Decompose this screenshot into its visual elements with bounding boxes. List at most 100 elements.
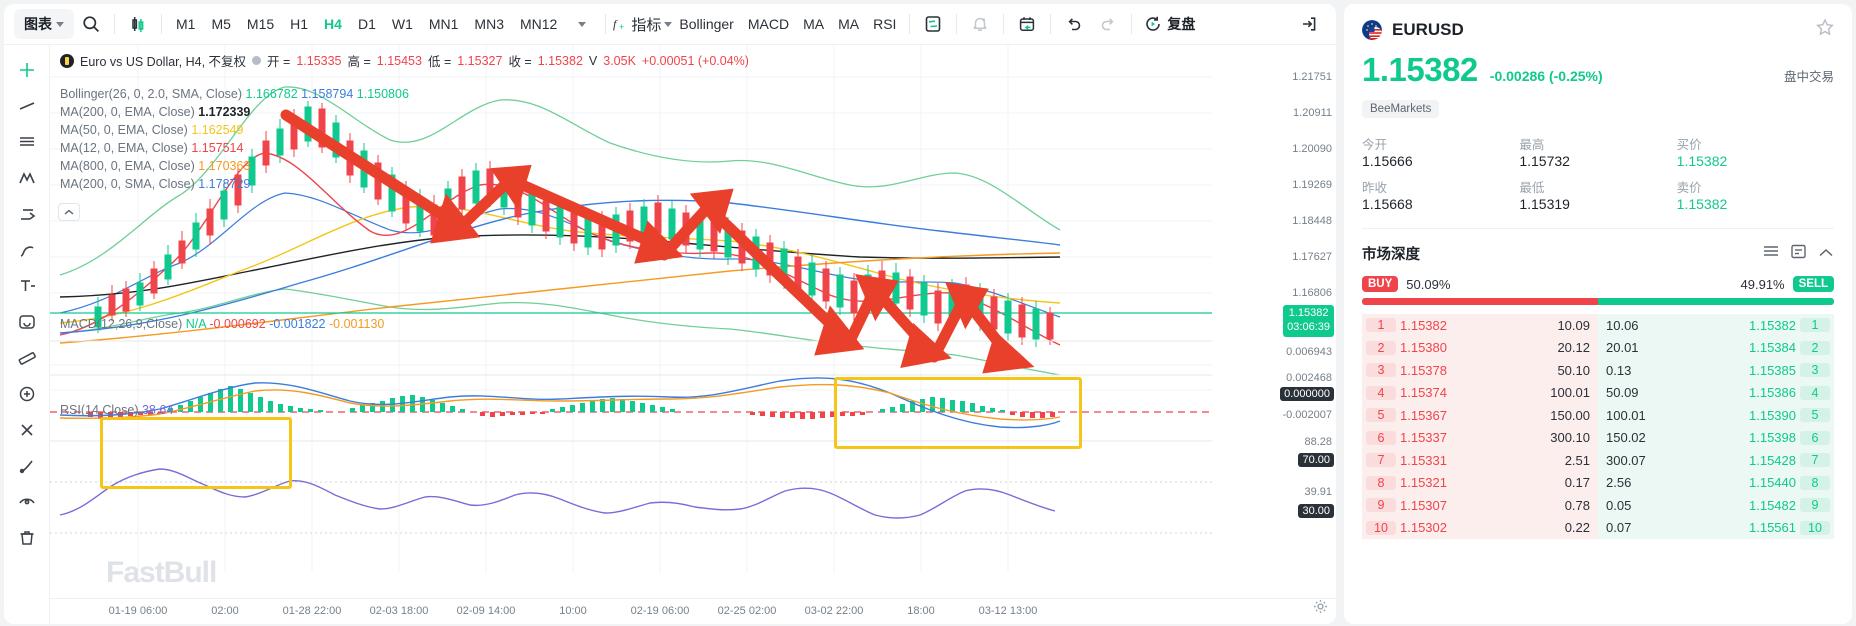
timeframe-m15[interactable]: M15 (246, 16, 275, 32)
ask-volume: 10.06 (1606, 317, 1639, 333)
exit-fullscreen-icon[interactable] (1292, 7, 1326, 41)
data-source-badge: BeeMarkets (1362, 100, 1440, 118)
stat-prevclose-label: 昨收 (1362, 181, 1388, 195)
table-icon[interactable] (1791, 244, 1806, 264)
gear-icon[interactable] (1313, 599, 1328, 619)
fibonacci-tool-icon[interactable] (10, 125, 44, 159)
table-row[interactable]: 10 1.15302 0.22 0.07 1.15561 10 (1362, 516, 1834, 539)
bid-rank: 7 (1366, 453, 1396, 468)
indicator-ma-2[interactable]: MA (838, 16, 860, 32)
ask-volume: 2.56 (1606, 475, 1632, 491)
trendline-tool-icon[interactable] (10, 89, 44, 123)
legend-rsi-name: RSI(14,Close) (60, 403, 139, 417)
time-tick-2: 01-28 22:00 (282, 605, 342, 617)
open-label: 开 = (267, 55, 291, 69)
replay-button[interactable]: 复盘 (1138, 14, 1201, 34)
bid-price: 1.15378 (1400, 362, 1447, 378)
table-row[interactable]: 7 1.15331 2.51 300.07 1.15428 7 (1362, 449, 1834, 472)
indicator-macd[interactable]: MACD (747, 16, 790, 32)
ask-rank: 7 (1800, 453, 1830, 468)
indicator-ma-1[interactable]: MA (803, 16, 825, 32)
table-row[interactable]: 5 1.15367 150.00 100.01 1.15390 5 (1362, 404, 1834, 427)
calendar-back-icon[interactable] (1010, 7, 1044, 41)
timeframe-m1[interactable]: M1 (176, 16, 196, 32)
time-axis[interactable]: 01-19 06:00 02:00 01-28 22:00 02-03 18:0… (50, 598, 1336, 624)
legend-ma200-sma[interactable]: MA(200, 0, SMA, Close) 1.178729 (60, 177, 250, 191)
table-row[interactable]: 2 1.15380 20.12 20.01 1.15384 2 (1362, 336, 1834, 359)
brush-tool-icon[interactable] (10, 233, 44, 267)
price-tick-1: 1.20911 (1293, 107, 1332, 119)
table-row[interactable]: 4 1.15374 100.01 50.09 1.15386 4 (1362, 381, 1834, 404)
crosshair-tool-icon[interactable] (10, 53, 44, 87)
pitchfork-tool-icon[interactable] (10, 161, 44, 195)
legend-macd[interactable]: MACD(12,26,9,Close) N/A -0.000692 -0.001… (60, 317, 384, 331)
market-depth-actions (1763, 244, 1834, 264)
bell-plus-icon[interactable] (963, 7, 997, 41)
eye-tool-icon[interactable] (10, 485, 44, 519)
indicator-bollinger[interactable]: Bollinger (679, 16, 734, 32)
timeframe-h4[interactable]: H4 (324, 16, 342, 32)
chart-title: Euro vs US Dollar, H4, 不复权 (80, 55, 247, 69)
legend-ma200-ema[interactable]: MA(200, 0, EMA, Close) 1.172339 (60, 105, 250, 119)
candlestick-icon[interactable] (121, 7, 155, 41)
stat-low-value: 1.15319 (1519, 196, 1570, 212)
price-tick-2: 1.20090 (1292, 143, 1332, 155)
stat-ask-label: 卖价 (1676, 181, 1702, 195)
bid-volume: 0.22 (1564, 520, 1590, 536)
layout-icon[interactable] (916, 7, 950, 41)
price-tick-4: 1.18448 (1292, 215, 1332, 227)
indicator-menu-button[interactable]: f + 指标 (612, 14, 673, 35)
ask-price: 1.15382 (1749, 317, 1796, 333)
table-row[interactable]: 6 1.15337 300.10 150.02 1.15398 6 (1362, 426, 1834, 449)
volume-value: 3.05K (603, 53, 636, 68)
replay-label: 复盘 (1167, 16, 1196, 32)
magnet-tool-icon[interactable] (10, 413, 44, 447)
chart-canvas[interactable]: Euro vs US Dollar, H4, 不复权 开 = 1.15335 高… (50, 45, 1336, 624)
time-tick-4: 02-09 14:00 (456, 605, 516, 617)
timeframe-w1[interactable]: W1 (391, 16, 413, 32)
timeframe-m5[interactable]: M5 (211, 16, 231, 32)
ask-volume: 150.02 (1606, 430, 1646, 446)
rsi-tick-1: 39.91 (1304, 486, 1332, 498)
timeframe-d1[interactable]: D1 (357, 16, 376, 32)
collapse-pane-button[interactable] (58, 203, 80, 221)
zoom-tool-icon[interactable] (10, 377, 44, 411)
table-row[interactable]: 3 1.15378 50.10 0.13 1.15385 3 (1362, 359, 1834, 382)
price-axis[interactable]: 1.21751 1.20911 1.20090 1.19269 1.18448 … (1274, 45, 1336, 624)
search-icon[interactable] (74, 7, 108, 41)
chart-menu-button[interactable]: 图表 (14, 9, 74, 39)
ruler-tool-icon[interactable] (10, 341, 44, 375)
table-row[interactable]: 1 1.15382 10.09 10.06 1.15382 1 (1362, 314, 1834, 337)
legend-ma50-ema[interactable]: MA(50, 0, EMA, Close) 1.162549 (60, 123, 243, 137)
bid-volume: 20.12 (1557, 340, 1590, 356)
arrow-tool-icon[interactable] (10, 197, 44, 231)
timeframe-h1[interactable]: H1 (290, 16, 309, 32)
text-tool-icon[interactable] (10, 269, 44, 303)
undo-icon[interactable] (1057, 7, 1091, 41)
star-outline-icon[interactable] (1816, 18, 1834, 41)
table-row[interactable]: 8 1.15321 0.17 2.56 1.15440 8 (1362, 471, 1834, 494)
current-price-value: 1.15382 (1288, 307, 1329, 319)
indicator-rsi[interactable]: RSI (873, 16, 897, 32)
timeframe-mn1[interactable]: MN1 (428, 16, 459, 32)
legend-bollinger[interactable]: Bollinger(26, 0, 2.0, SMA, Close) 1.1667… (60, 87, 409, 101)
legend-ma12-ema[interactable]: MA(12, 0, EMA, Close) 1.157514 (60, 141, 243, 155)
timeframe-mn3[interactable]: MN3 (474, 16, 504, 32)
table-row[interactable]: 9 1.15307 0.78 0.05 1.15482 9 (1362, 494, 1834, 517)
list-icon[interactable] (1763, 244, 1779, 263)
legend-macd-hist: -0.000692 (209, 317, 266, 331)
collapse-chevron-icon[interactable] (1818, 245, 1834, 263)
legend-rsi[interactable]: RSI(14,Close) 38.64 (60, 403, 173, 417)
redo-icon[interactable] (1091, 7, 1125, 41)
legend-ma200-sma-name: MA(200, 0, SMA, Close) (60, 177, 195, 191)
timeframe-mn12[interactable]: MN12 (519, 16, 558, 32)
emoji-tool-icon[interactable] (10, 305, 44, 339)
bid-rank: 1 (1366, 318, 1396, 333)
low-label: 低 = (427, 55, 452, 69)
trash-tool-icon[interactable] (10, 521, 44, 555)
timeframe-more-chevron-down-icon[interactable] (565, 7, 599, 41)
legend-ma800-ema[interactable]: MA(800, 0, EMA, Close) 1.170363 (60, 159, 250, 173)
bid-price: 1.15374 (1400, 385, 1447, 401)
lock-tool-icon[interactable] (10, 449, 44, 483)
stat-ask-value: 1.15382 (1676, 196, 1728, 212)
